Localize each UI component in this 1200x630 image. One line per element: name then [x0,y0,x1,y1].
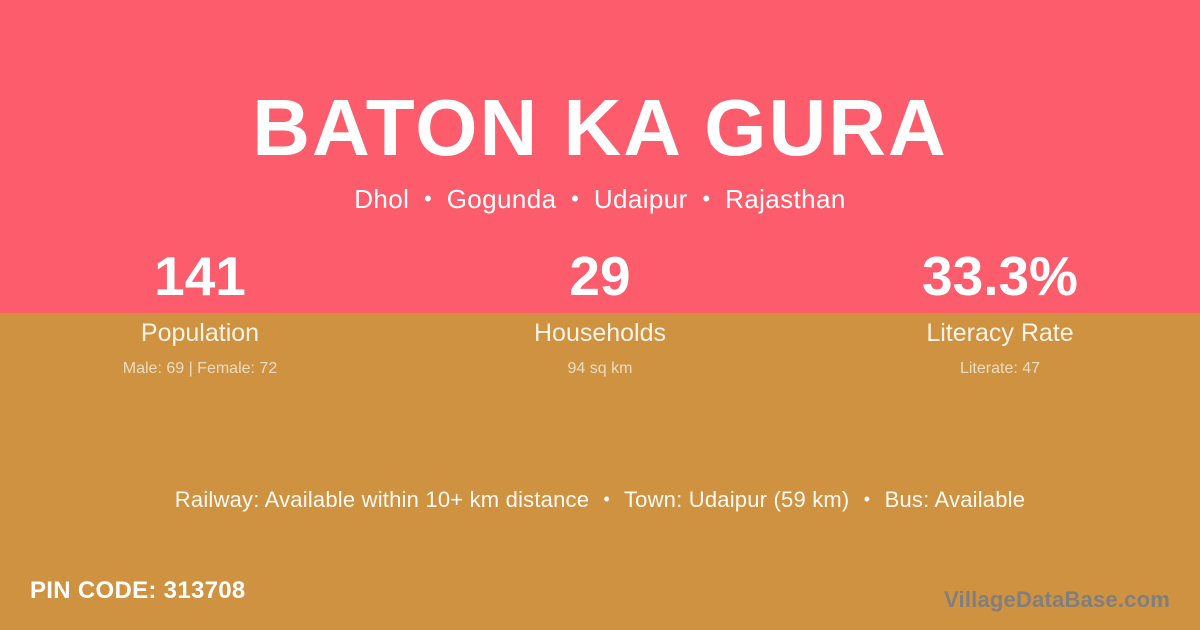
breadcrumb-item-district: Udaipur [593,184,688,214]
page-title: BATON KA GURA [252,83,948,172]
stat-value: 141 [154,245,246,307]
stat-value: 33.3% [922,245,1078,307]
stat-value: 29 [569,245,631,307]
info-item-bus: Bus: Available [884,487,1026,512]
info-item-town: Town: Udaipur (59 km) [623,487,850,512]
breadcrumb-separator-icon: • [702,186,711,211]
stat-label: Population [140,319,260,347]
transport-info-row: Railway: Available within 10+ km distanc… [0,486,1200,515]
info-separator-icon: • [603,489,611,509]
stat-label: Households [533,319,667,347]
info-item-railway: Railway: Available within 10+ km distanc… [174,487,590,512]
pin-code: PIN CODE: 313708 [30,577,246,604]
stats-row: 141 Population Male: 69 | Female: 72 29 … [0,246,1200,379]
top-color-band [0,0,1200,313]
breadcrumb-separator-icon: • [423,186,433,211]
breadcrumb-item-state: Rajasthan [725,184,846,214]
stat-population: 141 Population Male: 69 | Female: 72 [0,246,400,379]
bottom-color-band [0,313,1200,630]
stat-sublabel: 94 sq km [567,360,633,377]
stat-sublabel: Literate: 47 [959,360,1041,377]
brand-watermark: VillageDataBase.com [944,587,1170,612]
breadcrumb: Dhol • Gogunda • Udaipur • Rajasthan [0,183,1200,216]
stat-sublabel: Male: 69 | Female: 72 [122,360,278,377]
stat-households: 29 Households 94 sq km [400,246,800,379]
breadcrumb-item-block: Dhol [354,184,410,214]
breadcrumb-item-tehsil: Gogunda [446,184,557,214]
stat-label: Literacy Rate [926,319,1074,347]
stat-literacy-rate: 33.3% Literacy Rate Literate: 47 [800,246,1200,379]
info-separator-icon: • [863,489,871,509]
breadcrumb-separator-icon: • [571,186,580,211]
